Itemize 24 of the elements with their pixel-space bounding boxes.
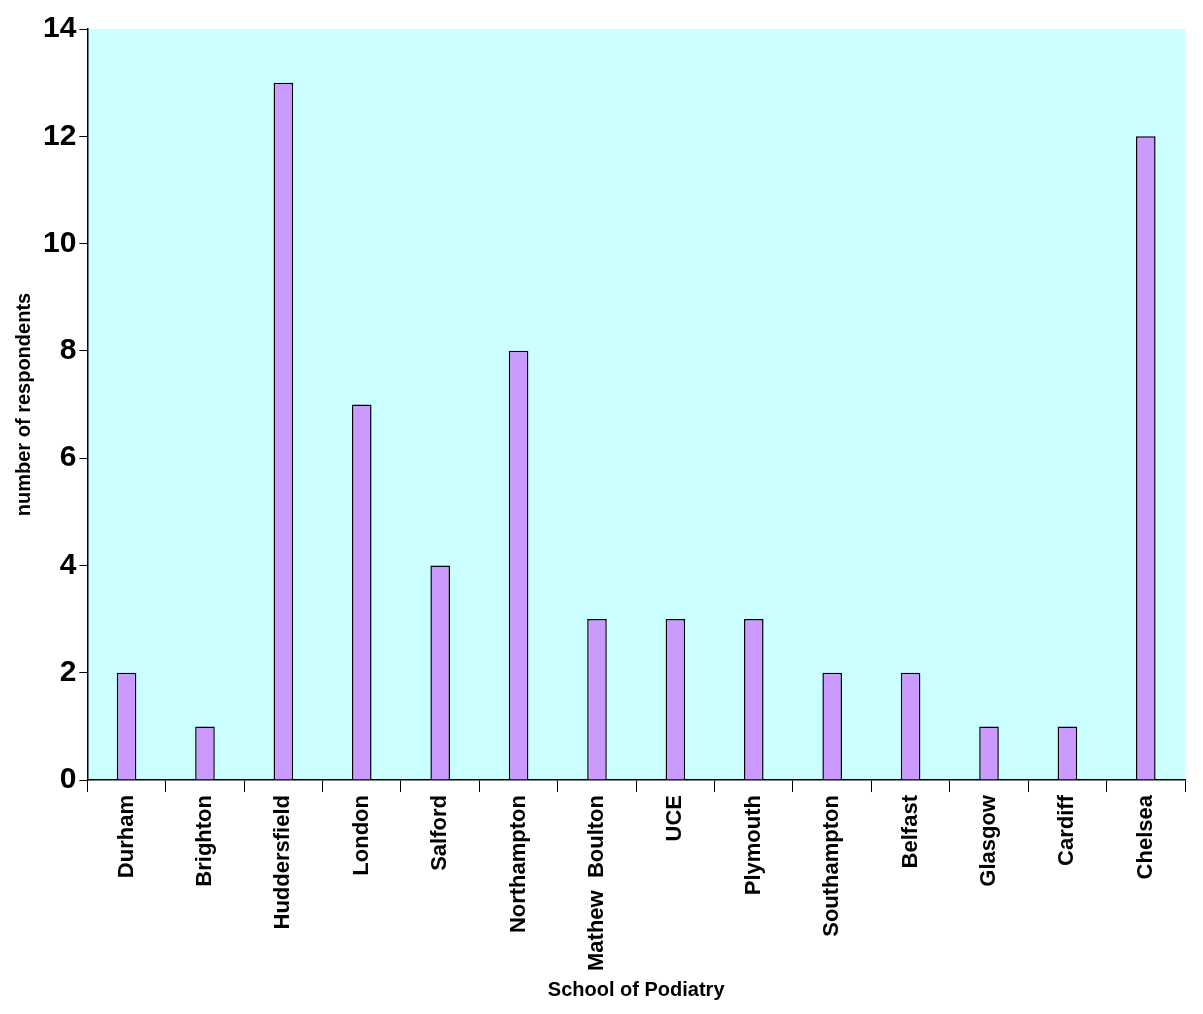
y-tick-label: 12 — [42, 117, 77, 151]
x-tick-label: Northampton — [504, 795, 530, 934]
x-tick-label: Mathew Boulton — [583, 795, 609, 972]
x-tick-label: Belfast — [896, 794, 922, 869]
x-tick-label: Brighton — [191, 795, 217, 887]
x-tick-label: Salford — [426, 795, 452, 871]
x-tick-label: London — [347, 795, 373, 876]
y-tick-label: 0 — [59, 761, 77, 795]
y-tick-label: 14 — [42, 10, 77, 44]
x-tick-label: Glasgow — [975, 794, 1001, 887]
x-tick-label: Southampton — [818, 795, 844, 937]
x-axis-title: School of Podiatry — [547, 977, 726, 1000]
y-tick-label: 6 — [59, 439, 77, 473]
y-tick-label: 8 — [59, 332, 77, 366]
x-tick-label: UCE — [661, 795, 687, 842]
y-tick-label: 4 — [59, 546, 77, 580]
y-tick-label: 10 — [42, 224, 77, 258]
x-tick-label: Cardiff — [1053, 794, 1079, 866]
y-axis-title: number of respondents — [11, 292, 34, 517]
x-tick-label: Plymouth — [739, 795, 765, 896]
x-tick-label: Durham — [112, 795, 138, 879]
x-tick-label: Chelsea — [1131, 794, 1157, 880]
y-tick-label: 2 — [59, 654, 77, 687]
x-tick-label: Huddersfield — [269, 795, 295, 930]
